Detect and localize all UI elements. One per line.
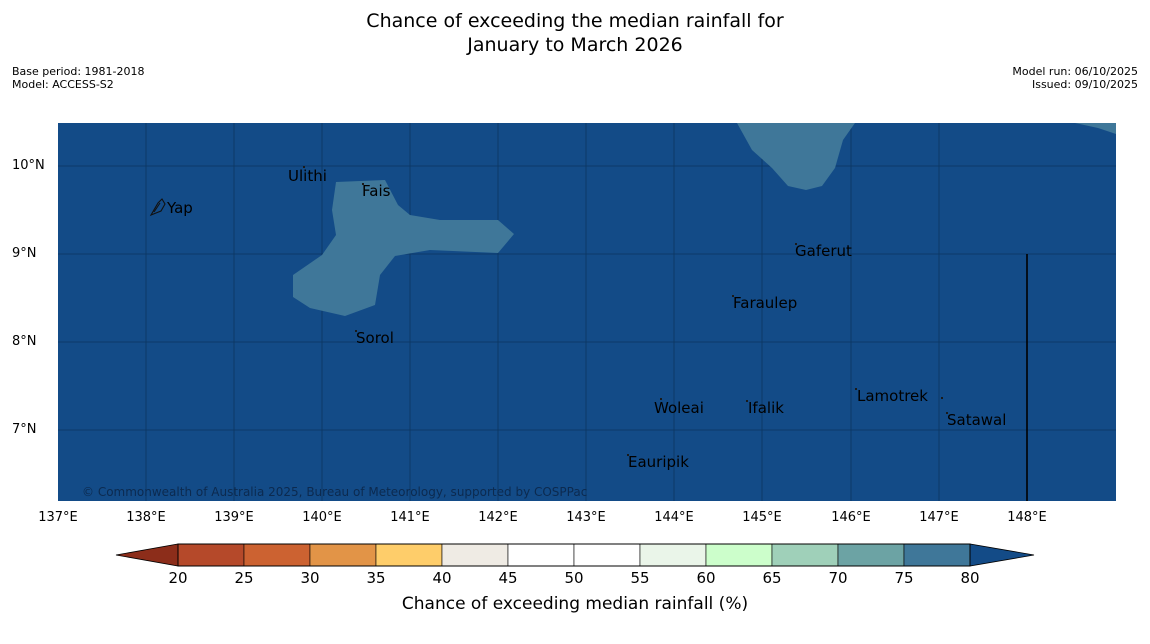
gaferut-marker bbox=[795, 243, 797, 245]
colorbar-title: Chance of exceeding median rainfall (%) bbox=[401, 594, 749, 614]
lon-label-139e: 139°E bbox=[214, 510, 254, 525]
zone-north-central bbox=[737, 123, 855, 190]
colorbar-outline bbox=[177, 543, 971, 567]
colorbar-tick-60: 60 bbox=[696, 569, 716, 587]
colorbar-tick-40: 40 bbox=[432, 569, 452, 587]
colorbar-segment-45-50 bbox=[507, 543, 575, 567]
lon-label-140e: 140°E bbox=[302, 510, 342, 525]
colorbar-segment-30-35 bbox=[309, 543, 377, 567]
colorbar-tick-50: 50 bbox=[564, 569, 584, 587]
place-label-lamotrek: Lamotrek bbox=[857, 387, 928, 405]
lon-label-143e: 143°E bbox=[566, 510, 606, 525]
lat-label-8n: 8°N bbox=[12, 334, 37, 349]
place-label-eauripik: Eauripik bbox=[628, 453, 689, 471]
place-label-ifalik: Ifalik bbox=[748, 399, 784, 417]
lat-label-10n: 10°N bbox=[12, 158, 45, 173]
colorbar-tick-45: 45 bbox=[498, 569, 518, 587]
lat-label-9n: 9°N bbox=[12, 246, 37, 261]
base-period-label: Base period: 1981-2018 bbox=[12, 65, 145, 78]
woleai-marker bbox=[660, 398, 662, 400]
ifalik-marker bbox=[746, 400, 748, 402]
model-run-label: Model run: 06/10/2025 bbox=[1012, 65, 1138, 78]
sorol-marker bbox=[355, 330, 357, 332]
lamotrek-marker bbox=[855, 388, 857, 390]
colorbar-tick-55: 55 bbox=[630, 569, 650, 587]
place-label-fais: Fais bbox=[362, 182, 391, 200]
title-line-1: Chance of exceeding the median rainfall … bbox=[366, 10, 784, 32]
model-label: Model: ACCESS-S2 bbox=[12, 78, 114, 91]
colorbar-tick-65: 65 bbox=[762, 569, 782, 587]
colorbar-segment-25-30 bbox=[243, 543, 311, 567]
colorbar-segment-70-75 bbox=[837, 543, 905, 567]
colorbar-tick-80: 80 bbox=[960, 569, 980, 587]
issued-label: Issued: 09/10/2025 bbox=[1031, 78, 1138, 91]
lon-label-144e: 144°E bbox=[654, 510, 694, 525]
colorbar-tick-35: 35 bbox=[366, 569, 386, 587]
place-label-yap: Yap bbox=[167, 199, 193, 217]
colorbar-segment-50-55 bbox=[573, 543, 641, 567]
place-label-sorol: Sorol bbox=[356, 329, 394, 347]
place-label-satawal: Satawal bbox=[947, 411, 1007, 429]
fais-marker bbox=[362, 183, 364, 185]
colorbar-tick-75: 75 bbox=[894, 569, 914, 587]
colorbar-segment-75-80 bbox=[903, 543, 971, 567]
place-label-ulithi: Ulithi bbox=[288, 167, 327, 185]
faraulep-marker bbox=[732, 295, 734, 297]
lamotrek-east-marker bbox=[941, 397, 943, 399]
chart-title: Chance of exceeding the median rainfall … bbox=[0, 9, 1150, 57]
gridlines bbox=[58, 123, 1116, 501]
colorbar-tick-70: 70 bbox=[828, 569, 848, 587]
meta-left: Base period: 1981-2018 Model: ACCESS-S2 bbox=[12, 65, 144, 91]
ocean-background bbox=[58, 123, 1116, 501]
place-label-gaferut: Gaferut bbox=[795, 242, 852, 260]
copyright-notice: © Commonwealth of Australia 2025, Bureau… bbox=[82, 485, 588, 499]
zone-fais-region bbox=[293, 180, 514, 316]
colorbar-tick-25: 25 bbox=[234, 569, 254, 587]
meta-right: Model run: 06/10/2025 Issued: 09/10/2025 bbox=[1012, 65, 1138, 91]
satawal-marker bbox=[946, 412, 948, 414]
colorbar bbox=[115, 543, 1035, 567]
colorbar-segment-20-25 bbox=[177, 543, 245, 567]
lon-label-147e: 147°E bbox=[919, 510, 959, 525]
place-label-woleai: Woleai bbox=[654, 399, 704, 417]
ulithi-marker bbox=[303, 166, 305, 168]
lon-label-142e: 142°E bbox=[478, 510, 518, 525]
lon-label-148e: 148°E bbox=[1007, 510, 1047, 525]
lat-label-7n: 7°N bbox=[12, 422, 37, 437]
lon-label-138e: 138°E bbox=[126, 510, 166, 525]
place-label-faraulep: Faraulep bbox=[733, 294, 798, 312]
zone-northeast-corner bbox=[1075, 123, 1116, 134]
yap-island-outline bbox=[149, 198, 166, 217]
colorbar-segment-40-45 bbox=[441, 543, 509, 567]
colorbar-tick-30: 30 bbox=[300, 569, 320, 587]
lon-label-137e: 137°E bbox=[38, 510, 78, 525]
colorbar-segment-60-65 bbox=[705, 543, 773, 567]
colorbar-extend-low bbox=[115, 543, 179, 567]
colorbar-segment-55-60 bbox=[639, 543, 707, 567]
lon-label-146e: 146°E bbox=[831, 510, 871, 525]
colorbar-extend-high bbox=[969, 543, 1035, 567]
lon-label-145e: 145°E bbox=[742, 510, 782, 525]
colorbar-tick-20: 20 bbox=[168, 569, 188, 587]
colorbar-segment-65-70 bbox=[771, 543, 839, 567]
lon-label-141e: 141°E bbox=[390, 510, 430, 525]
eauripik-marker bbox=[627, 454, 629, 456]
title-line-2: January to March 2026 bbox=[467, 34, 683, 56]
colorbar-segment-35-40 bbox=[375, 543, 443, 567]
